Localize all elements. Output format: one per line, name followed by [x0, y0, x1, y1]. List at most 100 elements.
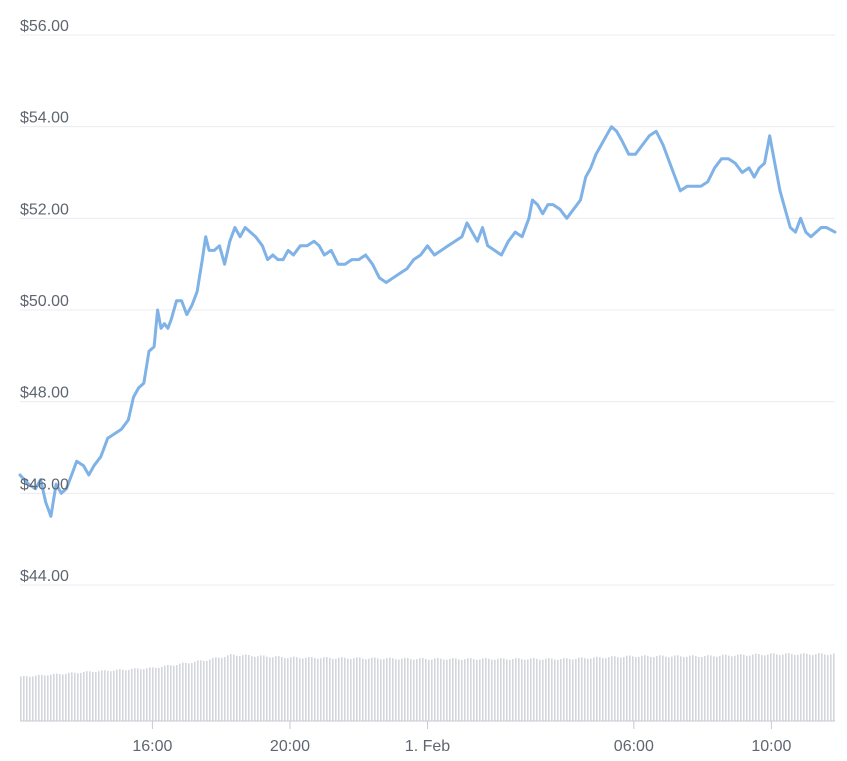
- volume-bar: [41, 674, 43, 721]
- volume-bar: [239, 656, 241, 721]
- volume-bar: [773, 653, 775, 721]
- volume-bar: [398, 659, 400, 721]
- volume-bar: [167, 664, 169, 721]
- volume-bar: [92, 672, 94, 721]
- volume-bar: [749, 655, 751, 721]
- x-tick-label: 1. Feb: [405, 738, 450, 755]
- volume-bar: [20, 676, 22, 721]
- volume-bar: [227, 655, 229, 721]
- volume-bar: [47, 675, 49, 721]
- volume-bar: [500, 658, 502, 721]
- volume-bar: [146, 668, 148, 721]
- volume-bar: [65, 673, 67, 721]
- volume-bar: [437, 658, 439, 721]
- volume-bar: [104, 670, 106, 721]
- volume-bar: [608, 657, 610, 721]
- volume-bar: [644, 655, 646, 721]
- volume-bar: [569, 659, 571, 721]
- volume-bar: [578, 657, 580, 721]
- volume-bar: [803, 653, 805, 721]
- volume-bar: [185, 662, 187, 721]
- volume-bar: [818, 653, 820, 721]
- volume-bar: [479, 659, 481, 721]
- volume-bar: [194, 661, 196, 721]
- volume-bar: [209, 659, 211, 721]
- volume-bar: [293, 656, 295, 721]
- volume-bar: [89, 671, 91, 721]
- volume-bar: [449, 658, 451, 721]
- volume-bar: [815, 654, 817, 721]
- volume-bar: [200, 660, 202, 721]
- volume-bar: [833, 653, 835, 721]
- volume-bar: [254, 656, 256, 721]
- volume-bar: [107, 670, 109, 721]
- volume-bar: [404, 657, 406, 721]
- x-tick-label: 20:00: [270, 738, 310, 755]
- volume-bar: [44, 675, 46, 721]
- volume-bar: [812, 655, 814, 721]
- volume-bar: [605, 658, 607, 721]
- volume-bar: [23, 675, 25, 721]
- volume-bar: [380, 659, 382, 721]
- volume-bar: [782, 654, 784, 721]
- volume-bar: [590, 658, 592, 721]
- volume-bar: [809, 654, 811, 721]
- volume-bar: [362, 658, 364, 721]
- volume-bar: [791, 654, 793, 721]
- volume-bar: [431, 659, 433, 721]
- volume-bar: [830, 654, 832, 721]
- volume-bar: [614, 656, 616, 721]
- volume-bar: [218, 657, 220, 721]
- volume-bar: [101, 670, 103, 721]
- volume-bar: [506, 659, 508, 721]
- volume-bar: [284, 658, 286, 721]
- volume-bar: [170, 665, 172, 721]
- volume-bar: [527, 659, 529, 721]
- volume-bar: [197, 660, 199, 721]
- volume-bar: [509, 659, 511, 721]
- volume-bar: [95, 672, 97, 721]
- volume-bar: [68, 672, 70, 721]
- volume-bar: [137, 668, 139, 721]
- volume-bar: [152, 667, 154, 721]
- volume-bar: [113, 670, 115, 721]
- volume-bar: [368, 658, 370, 721]
- volume-bar: [494, 659, 496, 721]
- volume-bar: [248, 655, 250, 721]
- volume-bar: [422, 658, 424, 721]
- volume-bar: [659, 655, 661, 721]
- volume-bar: [707, 655, 709, 721]
- volume-bar: [29, 676, 31, 721]
- volume-bar: [203, 660, 205, 721]
- volume-bar: [824, 654, 826, 721]
- volume-bar: [173, 665, 175, 721]
- volume-bar: [122, 669, 124, 721]
- volume-bar: [497, 658, 499, 721]
- volume-bar: [407, 658, 409, 721]
- volume-bar: [701, 657, 703, 721]
- volume-bar: [530, 658, 532, 721]
- volume-bar: [827, 655, 829, 721]
- volume-bar: [83, 671, 85, 721]
- volume-bar: [245, 654, 247, 721]
- volume-bar: [650, 656, 652, 721]
- volume-bar: [233, 654, 235, 721]
- volume-bar: [542, 659, 544, 721]
- volume-bar: [317, 658, 319, 721]
- volume-bar: [515, 658, 517, 721]
- volume-bar: [440, 658, 442, 721]
- volume-bar: [464, 659, 466, 721]
- volume-bar: [263, 655, 265, 721]
- volume-bar: [26, 676, 28, 721]
- price-series-line: [18, 125, 837, 518]
- volume-bar: [272, 657, 274, 721]
- x-tick-label: 16:00: [132, 738, 172, 755]
- volume-bar: [80, 672, 82, 721]
- volume-bar: [797, 654, 799, 721]
- volume-bar: [629, 655, 631, 721]
- volume-bar: [98, 671, 100, 721]
- volume-bar: [626, 655, 628, 721]
- volume-bar: [275, 656, 277, 721]
- volume-bar: [182, 662, 184, 721]
